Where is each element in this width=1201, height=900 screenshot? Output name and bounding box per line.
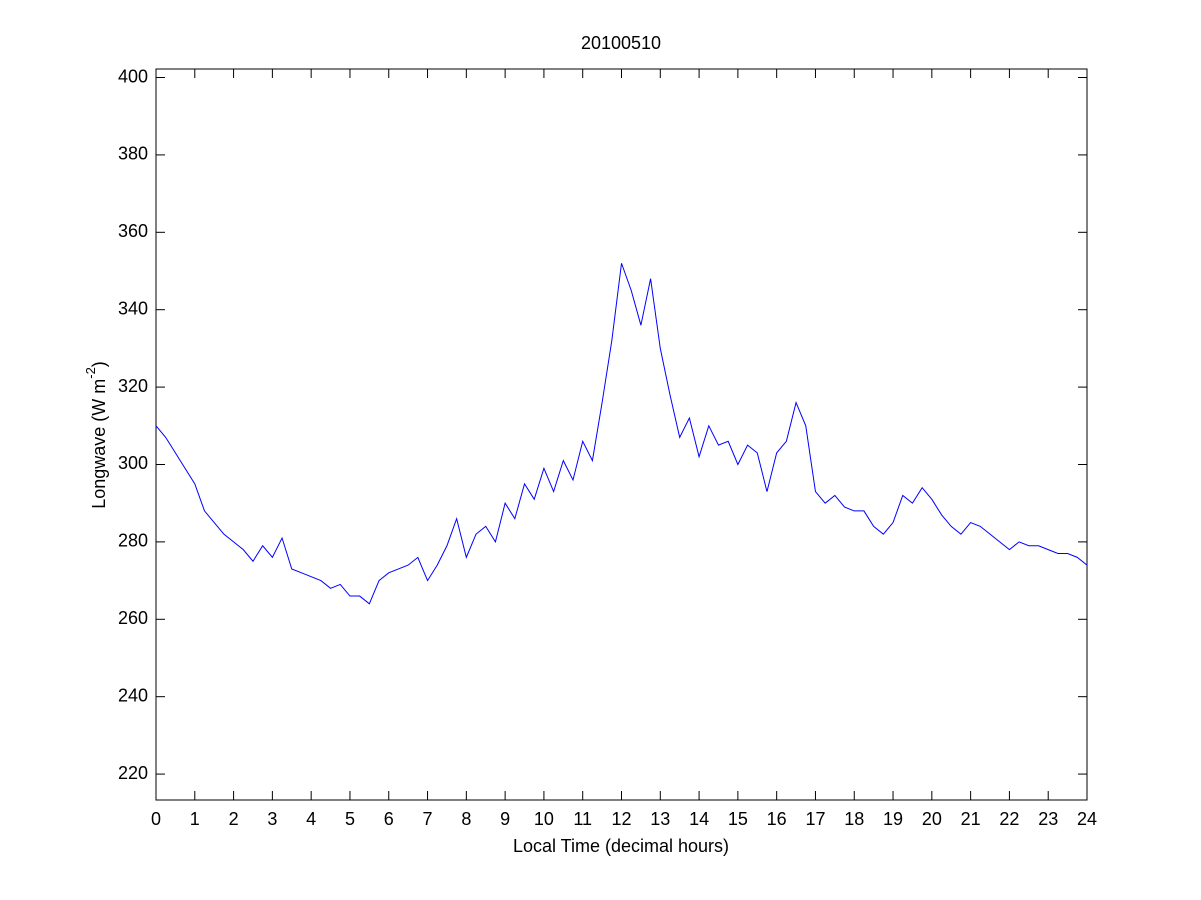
- x-tick-label: 2: [229, 809, 239, 829]
- x-tick-label: 20: [922, 809, 942, 829]
- x-tick-label: 21: [961, 809, 981, 829]
- x-tick-label: 8: [461, 809, 471, 829]
- x-tick-label: 14: [689, 809, 709, 829]
- x-tick-label: 18: [844, 809, 864, 829]
- x-tick-label: 17: [805, 809, 825, 829]
- y-axis-label: Longwave (W m-2): [83, 361, 108, 509]
- x-tick-label: 10: [534, 809, 554, 829]
- x-tick-label: 16: [767, 809, 787, 829]
- y-tick-label: 340: [118, 298, 148, 318]
- y-tick-label: 360: [118, 221, 148, 241]
- y-tick-label: 240: [118, 685, 148, 705]
- x-tick-label: 19: [883, 809, 903, 829]
- x-tick-label: 22: [999, 809, 1019, 829]
- x-tick-label: 12: [611, 809, 631, 829]
- y-label-suffix: ): [89, 361, 109, 367]
- y-tick-label: 400: [118, 66, 148, 86]
- x-tick-label: 0: [151, 809, 161, 829]
- x-tick-label: 15: [728, 809, 748, 829]
- data-line: [155, 263, 1088, 605]
- x-tick-label: 6: [384, 809, 394, 829]
- chart-title: 20100510: [581, 33, 661, 53]
- x-axis-label: Local Time (decimal hours): [513, 836, 729, 856]
- x-tick-label: 11: [573, 809, 592, 829]
- y-tick-label: 280: [118, 531, 148, 551]
- y-tick-label: 300: [118, 453, 148, 473]
- y-label-text: Longwave (W m: [89, 379, 109, 509]
- x-tick-label: 7: [423, 809, 433, 829]
- y-label-superscript: -2: [83, 367, 98, 379]
- y-tick-label: 320: [118, 376, 148, 396]
- x-tick-label: 1: [190, 809, 200, 829]
- x-tick-label: 5: [345, 809, 355, 829]
- x-tick-label: 23: [1038, 809, 1058, 829]
- y-tick-label: 260: [118, 608, 148, 628]
- x-tick-label: 4: [306, 809, 316, 829]
- x-tick-label: 9: [500, 809, 510, 829]
- x-tick-label: 3: [267, 809, 277, 829]
- y-tick-label: 380: [118, 144, 148, 164]
- y-tick-label: 220: [118, 763, 148, 783]
- x-tick-label: 24: [1077, 809, 1097, 829]
- x-tick-label: 13: [650, 809, 670, 829]
